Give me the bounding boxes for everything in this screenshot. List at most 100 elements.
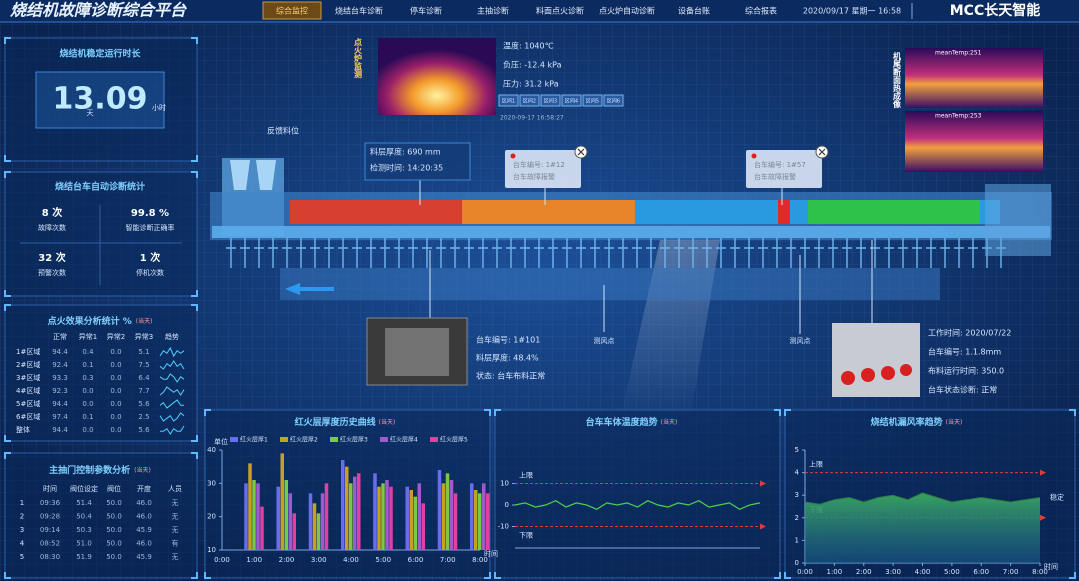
table-cell: 93.3 xyxy=(52,374,68,382)
camera-image-part xyxy=(385,328,449,376)
table-header: 阀位设定 xyxy=(70,484,98,493)
panel-corner xyxy=(204,409,491,579)
nav-item[interactable]: 设备台账 xyxy=(678,6,710,16)
status-segment xyxy=(462,200,635,224)
stat-label: 智能诊断正确率 xyxy=(126,223,175,232)
x-axis-label: 时间 xyxy=(1044,562,1058,571)
nav-item[interactable]: 综合监控 xyxy=(276,6,308,16)
zone-label[interactable]: 区间1 xyxy=(502,98,515,105)
bar xyxy=(381,483,385,550)
limit-arrow xyxy=(1040,469,1046,476)
nav-active-bg xyxy=(262,1,322,20)
zone-button[interactable] xyxy=(561,94,582,107)
table-cell: 0.1 xyxy=(82,361,93,369)
row-name: 整体 xyxy=(16,425,30,434)
zone-button[interactable] xyxy=(603,94,624,107)
y-axis-label: 单位 xyxy=(214,437,228,446)
table-cell: 0.0 xyxy=(110,413,121,421)
timestamp: 2020-09-17 16:58:27 xyxy=(500,115,564,122)
row-name: 4#区域 xyxy=(16,386,40,395)
bar xyxy=(252,480,256,550)
datetime: 2020/09/17 星期一 16:58 xyxy=(803,7,901,16)
zone-button[interactable] xyxy=(519,94,540,107)
table-cell: 50.3 xyxy=(76,526,92,534)
vertical-label: 点火炉监测 xyxy=(353,37,363,79)
legend-swatch xyxy=(380,437,388,442)
bar xyxy=(357,473,361,550)
zone-button[interactable] xyxy=(540,94,561,107)
y-tick-label: 10 xyxy=(207,546,216,554)
table-cell: 46.0 xyxy=(136,513,152,521)
row-index: 3 xyxy=(20,526,24,534)
wind-point: 测风点 xyxy=(594,337,615,345)
legend-label: 红火层厚2 xyxy=(290,436,318,444)
zone-label[interactable]: 区间4 xyxy=(565,98,578,105)
bar xyxy=(417,483,421,550)
close-icon[interactable] xyxy=(818,148,826,156)
table-cell: 无 xyxy=(172,499,179,507)
zone-button[interactable] xyxy=(582,94,603,107)
x-tick-label: 3:00 xyxy=(311,556,327,564)
x-tick-label: 5:00 xyxy=(375,556,391,564)
legend-swatch xyxy=(430,437,438,442)
nav-item[interactable]: 停车诊断 xyxy=(410,6,442,16)
close-icon[interactable] xyxy=(577,148,585,156)
runtime-value: 13.09 xyxy=(53,82,148,117)
zone-label[interactable]: 区间6 xyxy=(607,98,620,105)
panel-corner xyxy=(494,409,781,579)
x-tick-label: 7:00 xyxy=(440,556,456,564)
x-tick-label: 3:00 xyxy=(885,568,901,576)
nav-item[interactable]: 烧结台车诊断 xyxy=(335,6,383,16)
nav-item[interactable]: 主抽诊断 xyxy=(477,6,509,16)
windbox-legs xyxy=(226,238,1006,268)
table-cell: 51.4 xyxy=(76,499,92,507)
status-segment xyxy=(778,200,790,224)
sparkline xyxy=(160,425,185,435)
bar xyxy=(256,483,260,550)
table-header: 异常2 xyxy=(107,332,125,341)
bar xyxy=(260,506,264,550)
annotation: 稳定 xyxy=(1050,492,1064,501)
sparkline xyxy=(159,360,185,370)
zone-label[interactable]: 区间2 xyxy=(523,98,536,105)
bar xyxy=(316,513,321,550)
y-tick-label: 2 xyxy=(795,514,799,522)
zone-label[interactable]: 区间5 xyxy=(586,98,599,105)
subtitle: (当天) xyxy=(379,418,396,426)
area-line xyxy=(804,492,1041,505)
table-cell: 50.0 xyxy=(106,553,122,561)
sparkline xyxy=(159,346,185,358)
stat-label: 预警次数 xyxy=(38,268,66,277)
panel xyxy=(4,452,198,579)
table-cell: 7.5 xyxy=(138,361,149,369)
camera-info: 状态: 台车布料正常 xyxy=(476,371,545,381)
zone-label[interactable]: 区间3 xyxy=(544,98,557,105)
nav-item[interactable]: 料面点火诊断 xyxy=(536,6,584,16)
x-tick-label: 0:00 xyxy=(797,568,813,576)
table-header: 异常1 xyxy=(79,332,97,341)
table-header: 开度 xyxy=(137,484,151,493)
bar xyxy=(441,483,446,550)
bar xyxy=(385,480,389,550)
x-tick-label: 6:00 xyxy=(408,556,424,564)
x-tick-label: 4:00 xyxy=(915,568,931,576)
camera-info: 料层厚度: 48.4% xyxy=(476,353,539,363)
photo-part xyxy=(900,364,912,376)
bar xyxy=(280,453,284,550)
bar xyxy=(324,483,329,550)
nav-item[interactable]: 点火炉自动诊断 xyxy=(599,6,655,16)
stat-label: 故障次数 xyxy=(38,223,66,232)
table-cell: 09:14 xyxy=(40,526,61,534)
table-cell: 09:28 xyxy=(40,513,60,521)
zone-button[interactable] xyxy=(498,94,519,107)
reading: 压力: 31.2 kPa xyxy=(503,79,559,89)
reading: 温度: 1040℃ xyxy=(503,41,554,51)
nav-item[interactable]: 综合报表 xyxy=(745,6,777,16)
status-segment xyxy=(790,200,808,224)
table-cell: 0.4 xyxy=(82,348,94,356)
wind-point: 测风点 xyxy=(790,337,811,345)
sparkline xyxy=(159,412,185,422)
chart-title: 台车车体温度趋势 (当天) xyxy=(586,416,678,428)
table-header: 时间 xyxy=(43,484,57,493)
